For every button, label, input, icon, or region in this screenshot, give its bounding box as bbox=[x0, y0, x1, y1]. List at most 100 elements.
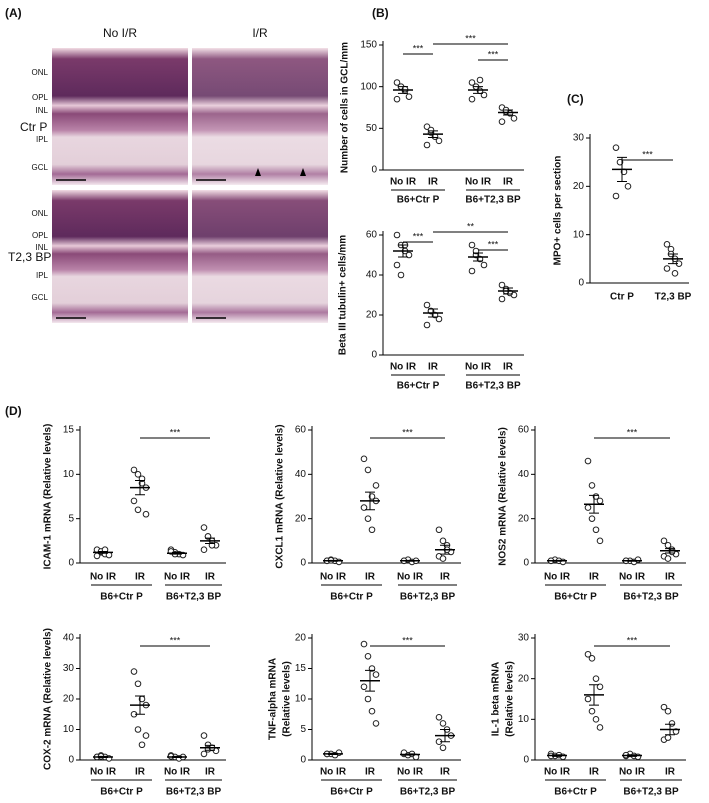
y-tick-label: 0 bbox=[371, 350, 377, 361]
y-tick-label: 10 bbox=[63, 469, 75, 480]
data-point bbox=[364, 653, 372, 660]
y-tick-label: 30 bbox=[573, 133, 585, 144]
x-tick-label: IR bbox=[428, 362, 439, 373]
group-label: B6+T2,3 BP bbox=[465, 195, 521, 206]
layer-label: GCL bbox=[32, 163, 49, 172]
group-label: B6+Ctr P bbox=[554, 787, 597, 798]
data-point bbox=[439, 744, 447, 752]
x-tick-label: IR bbox=[365, 767, 376, 778]
y-tick-label: 60 bbox=[295, 425, 307, 436]
data-point bbox=[596, 683, 604, 691]
data-point bbox=[592, 716, 600, 723]
x-tick-label: IR bbox=[440, 767, 451, 778]
data-point bbox=[476, 76, 484, 84]
error-bar bbox=[552, 754, 562, 757]
y-tick-label: 5 bbox=[300, 724, 306, 735]
data-point bbox=[668, 720, 676, 727]
error-bar bbox=[665, 723, 675, 736]
x-tick-label: No IR bbox=[397, 572, 424, 583]
y-axis-label: (Relative levels) bbox=[505, 661, 516, 737]
layer-label: IPL bbox=[36, 135, 49, 144]
data-point bbox=[393, 231, 401, 239]
y-tick-label: 0 bbox=[578, 278, 584, 289]
data-point bbox=[588, 515, 596, 522]
data-point bbox=[468, 267, 476, 275]
error-bar bbox=[668, 253, 678, 265]
data-point bbox=[364, 695, 372, 703]
layer-label: ONL bbox=[32, 209, 49, 218]
y-axis-label: NOS2 mRNA (Relative levels) bbox=[498, 427, 509, 566]
data-point bbox=[468, 241, 476, 249]
data-point bbox=[612, 192, 620, 200]
y-tick-label: 40 bbox=[63, 633, 75, 644]
group-label: B6+Ctr P bbox=[100, 592, 143, 603]
layer-label: GCL bbox=[32, 293, 49, 302]
x-tick-label: No IR bbox=[619, 572, 646, 583]
significance-label: *** bbox=[170, 427, 181, 437]
y-axis-label: (Relative levels) bbox=[282, 661, 293, 737]
data-point bbox=[588, 655, 596, 662]
data-point bbox=[510, 115, 518, 122]
data-point bbox=[616, 158, 624, 166]
data-point bbox=[584, 504, 592, 511]
data-point bbox=[480, 261, 488, 269]
data-point bbox=[200, 546, 208, 554]
data-point bbox=[592, 526, 600, 534]
error-bar bbox=[365, 491, 375, 511]
x-tick-label: IR bbox=[589, 767, 600, 778]
error-bar bbox=[98, 755, 108, 759]
error-bar bbox=[328, 559, 338, 562]
x-tick-label: IR bbox=[205, 572, 216, 583]
x-tick-label: IR bbox=[665, 572, 676, 583]
y-tick-label: 50 bbox=[366, 123, 378, 134]
y-tick-label: 40 bbox=[295, 469, 307, 480]
group-label: B6+T2,3 BP bbox=[400, 592, 456, 603]
error-bar bbox=[552, 559, 562, 562]
y-tick-label: 0 bbox=[300, 755, 306, 766]
data-point bbox=[663, 241, 671, 248]
data-point bbox=[200, 524, 208, 531]
significance-label: ** bbox=[467, 221, 475, 231]
y-tick-label: 10 bbox=[295, 694, 307, 705]
data-point bbox=[423, 301, 431, 309]
data-point bbox=[663, 265, 671, 272]
group-label: B6+Ctr P bbox=[397, 195, 440, 206]
x-tick-label: No IR bbox=[390, 177, 417, 188]
group-label: B6+Ctr P bbox=[330, 592, 373, 603]
significance-label: *** bbox=[413, 43, 424, 53]
group-label: B6+T2,3 BP bbox=[166, 592, 222, 603]
error-bar bbox=[398, 86, 408, 94]
histology-image bbox=[52, 48, 188, 185]
x-tick-label: No IR bbox=[390, 362, 417, 373]
significance-label: *** bbox=[402, 427, 413, 437]
error-bar bbox=[405, 559, 415, 562]
row-label: T2,3 BP bbox=[8, 250, 51, 264]
y-tick-label: 20 bbox=[573, 181, 585, 192]
group-label: B6+Ctr P bbox=[554, 592, 597, 603]
histology-image bbox=[192, 190, 328, 323]
data-point bbox=[596, 537, 604, 545]
x-tick-label: No IR bbox=[164, 767, 191, 778]
histology-image bbox=[192, 48, 328, 185]
x-tick-label: IR bbox=[503, 362, 514, 373]
error-bar bbox=[398, 244, 408, 258]
data-point bbox=[360, 504, 368, 511]
layer-label: ONL bbox=[32, 68, 49, 77]
data-point bbox=[439, 555, 447, 562]
error-bar bbox=[328, 752, 338, 756]
data-point bbox=[393, 95, 401, 103]
x-tick-label: IR bbox=[665, 767, 676, 778]
significance-label: *** bbox=[642, 149, 653, 159]
y-tick-label: 150 bbox=[360, 40, 377, 51]
data-point bbox=[624, 183, 632, 190]
x-tick-label: No IR bbox=[320, 767, 347, 778]
error-bar bbox=[205, 744, 215, 751]
data-point bbox=[664, 734, 672, 741]
x-tick-label: No IR bbox=[619, 767, 646, 778]
x-tick-label: IR bbox=[503, 177, 514, 188]
group-label: B6+T2,3 BP bbox=[623, 787, 679, 798]
y-tick-label: 10 bbox=[518, 714, 530, 725]
x-tick-label: T2,3 BP bbox=[655, 292, 692, 303]
x-tick-label: IR bbox=[205, 767, 216, 778]
